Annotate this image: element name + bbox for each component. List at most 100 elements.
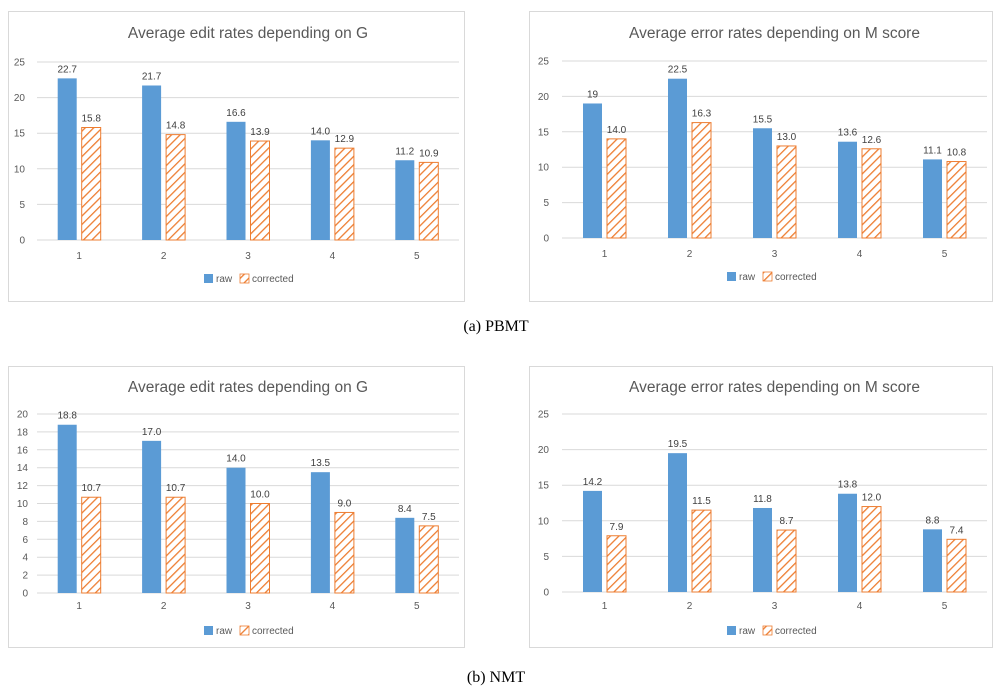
bar-raw — [310, 140, 330, 240]
data-label-corrected: 10.8 — [947, 148, 967, 159]
bar-raw — [226, 121, 246, 240]
bar-raw — [753, 128, 772, 238]
chart-frame — [529, 366, 993, 648]
data-label-corrected: 12.9 — [335, 134, 355, 145]
legend-swatch-corrected — [239, 625, 250, 636]
x-tick-label: 4 — [857, 249, 863, 260]
data-label-corrected: 10.7 — [166, 483, 186, 494]
bar-corrected — [946, 538, 967, 593]
bar-corrected — [606, 535, 627, 593]
bar-raw — [310, 472, 330, 593]
y-tick-label: 5 — [543, 198, 549, 209]
chart-pbmt-edit-rates: Average edit rates depending on G0510152… — [8, 11, 465, 302]
bar-corrected — [250, 503, 270, 594]
legend-label-corrected: corrected — [775, 626, 817, 637]
data-label-raw: 19 — [587, 89, 599, 100]
bar-corrected — [81, 127, 102, 241]
bar-corrected — [691, 122, 712, 239]
x-tick-label: 5 — [942, 249, 948, 260]
x-tick-label: 3 — [245, 601, 251, 612]
x-tick-label: 1 — [602, 601, 608, 612]
legend-swatch-corrected — [762, 625, 773, 636]
data-label-raw: 18.8 — [57, 411, 77, 422]
y-tick-label: 10 — [17, 499, 29, 510]
data-label-raw: 11.1 — [923, 145, 942, 156]
data-label-corrected: 9.0 — [337, 498, 351, 509]
y-tick-label: 15 — [538, 127, 550, 138]
x-tick-label: 1 — [602, 249, 608, 260]
bar-raw — [395, 160, 415, 240]
y-tick-label: 15 — [14, 129, 26, 140]
legend-label-raw: raw — [216, 626, 233, 637]
legend-label-raw: raw — [739, 272, 756, 283]
bar-raw — [226, 467, 246, 593]
data-label-corrected: 10.9 — [419, 148, 439, 159]
bar-raw — [57, 78, 77, 240]
y-tick-label: 10 — [538, 516, 550, 527]
caption-a: (a) PBMT — [463, 318, 529, 335]
data-label-raw: 11.8 — [753, 494, 772, 505]
bar-corrected — [418, 525, 439, 594]
bar-corrected — [861, 506, 882, 593]
bar-corrected — [165, 134, 186, 241]
y-tick-label: 16 — [17, 445, 29, 456]
y-tick-label: 0 — [22, 589, 28, 600]
data-label-corrected: 14.0 — [607, 125, 627, 136]
data-label-raw: 8.8 — [926, 515, 940, 526]
data-label-corrected: 8.7 — [780, 516, 794, 527]
data-label-corrected: 10.7 — [81, 483, 101, 494]
data-label-corrected: 13.9 — [250, 127, 270, 138]
data-label-raw: 8.4 — [398, 504, 412, 515]
data-label-raw: 15.5 — [753, 114, 773, 125]
chart-nmt-error-rates: Average error rates depending on M score… — [529, 366, 993, 648]
bar-corrected — [81, 496, 102, 594]
bar-raw — [923, 529, 942, 592]
y-tick-label: 14 — [17, 463, 29, 474]
y-tick-label: 5 — [543, 552, 549, 563]
y-tick-label: 5 — [19, 200, 25, 211]
bar-corrected — [776, 529, 797, 593]
bar-corrected — [691, 509, 712, 593]
x-tick-label: 3 — [772, 601, 778, 612]
legend-swatch-raw — [204, 274, 213, 283]
bar-raw — [753, 507, 772, 592]
x-tick-label: 1 — [76, 601, 82, 612]
caption-b: (b) NMT — [467, 669, 525, 686]
data-label-corrected: 7.4 — [950, 525, 964, 536]
x-tick-label: 4 — [330, 251, 336, 262]
data-label-raw: 22.7 — [57, 64, 77, 75]
legend-label-corrected: corrected — [252, 626, 294, 637]
bar-raw — [583, 103, 602, 238]
chart-title: Average edit rates depending on G — [128, 25, 368, 42]
y-tick-label: 6 — [22, 535, 28, 546]
bar-corrected — [946, 161, 967, 239]
bar-raw — [142, 440, 162, 593]
data-label-raw: 13.8 — [838, 480, 858, 491]
chart-title: Average error rates depending on M score — [629, 379, 920, 396]
x-tick-label: 1 — [76, 251, 82, 262]
x-tick-label: 3 — [772, 249, 778, 260]
data-label-raw: 19.5 — [668, 439, 688, 450]
legend-label-raw: raw — [216, 274, 233, 285]
legend-swatch-raw — [727, 626, 736, 635]
y-tick-label: 20 — [17, 410, 29, 421]
y-tick-label: 2 — [22, 571, 28, 582]
data-label-raw: 13.5 — [311, 458, 331, 469]
legend-swatch-corrected — [239, 273, 250, 284]
data-label-raw: 13.6 — [838, 128, 858, 139]
data-label-raw: 16.6 — [226, 108, 246, 119]
bar-raw — [583, 490, 602, 592]
x-tick-label: 2 — [161, 251, 167, 262]
y-tick-label: 0 — [543, 588, 549, 599]
bar-corrected — [776, 145, 797, 239]
data-label-raw: 14.2 — [583, 477, 603, 488]
legend: raw corrected — [727, 271, 817, 283]
bar-corrected — [861, 148, 882, 239]
data-label-corrected: 7.9 — [610, 522, 624, 533]
data-label-raw: 21.7 — [142, 71, 162, 82]
data-label-corrected: 10.0 — [250, 490, 270, 501]
data-label-corrected: 7.5 — [422, 512, 436, 523]
y-tick-label: 10 — [14, 164, 26, 175]
data-label-corrected: 14.8 — [166, 121, 186, 132]
